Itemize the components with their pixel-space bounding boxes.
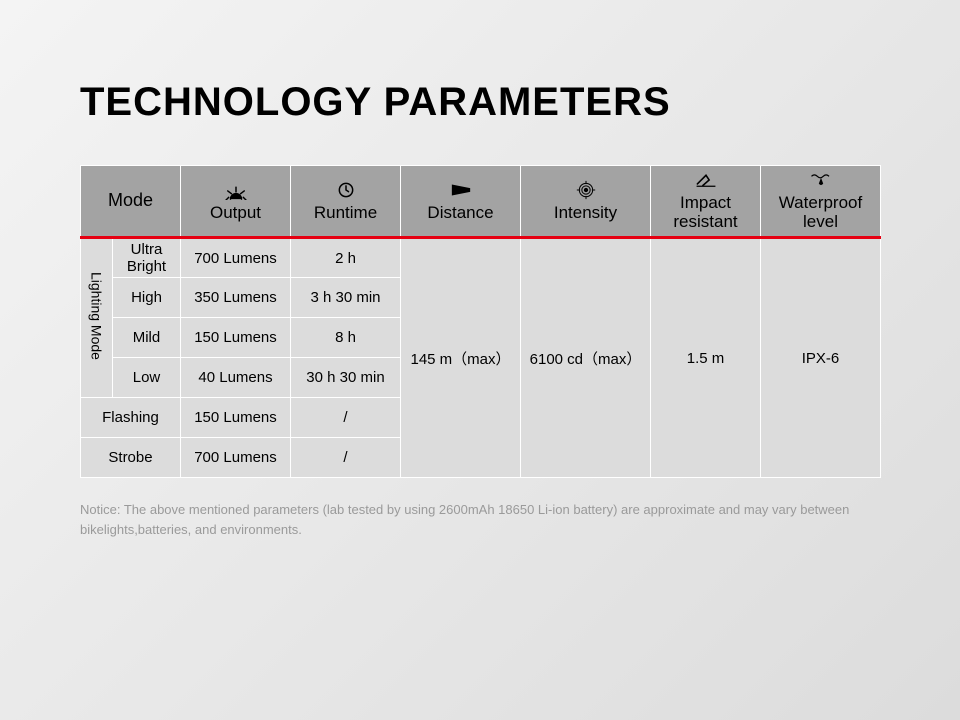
table-row: Lighting Mode Ultra Bright 700 Lumens 2 … (81, 238, 881, 278)
clock-icon (291, 180, 400, 202)
output-cell: 700 Lumens (181, 238, 291, 278)
lighting-mode-group: Lighting Mode (81, 238, 113, 398)
beam-icon (401, 180, 520, 202)
impact-icon (651, 170, 760, 192)
notice-text: Notice: The above mentioned parameters (… (80, 500, 880, 539)
runtime-cell: / (291, 398, 401, 438)
runtime-cell: 8 h (291, 318, 401, 358)
col-intensity: Intensity (521, 166, 651, 238)
runtime-cell: 2 h (291, 238, 401, 278)
mode-cell: Flashing (81, 398, 181, 438)
waterproof-icon (761, 170, 880, 192)
target-icon (521, 180, 650, 202)
runtime-cell: / (291, 438, 401, 478)
sun-rays-icon (181, 180, 290, 202)
col-runtime: Runtime (291, 166, 401, 238)
output-cell: 700 Lumens (181, 438, 291, 478)
runtime-cell: 3 h 30 min (291, 278, 401, 318)
col-mode: Mode (81, 166, 181, 238)
parameters-table: Mode Output Runtime (80, 165, 881, 478)
mode-cell: High (113, 278, 181, 318)
col-distance: Distance (401, 166, 521, 238)
mode-cell: Mild (113, 318, 181, 358)
mode-cell: Low (113, 358, 181, 398)
output-cell: 350 Lumens (181, 278, 291, 318)
mode-cell: Ultra Bright (113, 238, 181, 278)
output-cell: 150 Lumens (181, 398, 291, 438)
col-waterproof: Waterproof level (761, 166, 881, 238)
table-header-row: Mode Output Runtime (81, 166, 881, 238)
output-cell: 40 Lumens (181, 358, 291, 398)
impact-cell: 1.5 m (651, 238, 761, 478)
runtime-cell: 30 h 30 min (291, 358, 401, 398)
waterproof-cell: IPX-6 (761, 238, 881, 478)
mode-cell: Strobe (81, 438, 181, 478)
output-cell: 150 Lumens (181, 318, 291, 358)
distance-cell: 145 m（max） (401, 238, 521, 478)
page-title: TECHNOLOGY PARAMETERS (80, 80, 880, 125)
col-output: Output (181, 166, 291, 238)
col-impact: Impact resistant (651, 166, 761, 238)
intensity-cell: 6100 cd（max） (521, 238, 651, 478)
